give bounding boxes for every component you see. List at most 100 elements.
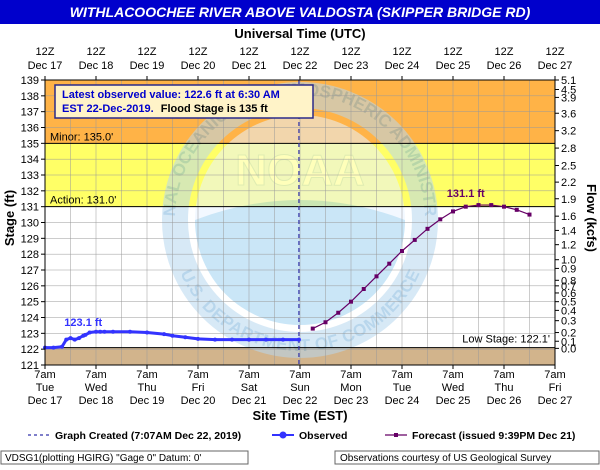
forecast-point (514, 207, 519, 212)
top-tick-label: 12Z (546, 46, 565, 58)
bottom-tick-time: 7am (289, 369, 310, 381)
y-tick-label: 137 (21, 107, 39, 119)
bottom-tick-date: Dec 22 (283, 395, 318, 407)
forecast-point (323, 320, 328, 325)
top-tick-date: Dec 25 (436, 60, 471, 72)
info-box-flood-stage: Flood Stage is 135 ft (161, 103, 268, 115)
forecast-point (438, 217, 443, 222)
observed-point (264, 337, 268, 342)
bottom-tick-date: Dec 27 (538, 395, 573, 407)
y2-tick-label: 2.8 (561, 143, 576, 155)
bottom-tick-day: Thu (138, 382, 157, 394)
bottom-tick-time: 7am (238, 369, 259, 381)
observed-point (145, 330, 149, 335)
y-tick-label: 134 (21, 154, 39, 166)
y2-axis-label: Flow (kcfs) (584, 184, 599, 252)
observed-point (98, 329, 103, 334)
observed-point (170, 333, 175, 338)
bottom-tick-date: Dec 20 (181, 395, 216, 407)
y-tick-label: 131 (21, 202, 39, 214)
y-tick-label: 124 (21, 313, 39, 325)
observed-point (60, 344, 64, 349)
observed-point (94, 329, 98, 334)
top-tick-date: Dec 24 (385, 60, 420, 72)
observed-point (68, 336, 73, 341)
bottom-tick-time: 7am (85, 369, 106, 381)
y2-tick-label: 0.7 (561, 281, 576, 293)
bottom-tick-time: 7am (493, 369, 514, 381)
y-tick-label: 122 (21, 344, 39, 356)
bottom-tick-time: 7am (136, 369, 157, 381)
bottom-tick-day: Sun (290, 382, 310, 394)
y2-tick-label: 2.2 (561, 177, 576, 189)
forecast-point (463, 204, 468, 209)
bottom-tick-day: Wed (85, 382, 107, 394)
y-tick-label: 121 (21, 360, 39, 372)
bottom-tick-time: 7am (544, 369, 565, 381)
y-tick-label: 139 (21, 75, 39, 87)
top-tick-date: Dec 17 (28, 60, 63, 72)
plot-area: NATIONAL OCEANIC AND ATMOSPHERIC ADMINIS… (0, 0, 556, 366)
y2-tick-label: 0.3 (561, 316, 576, 328)
forecast-point (412, 237, 417, 242)
observed-point (162, 332, 166, 337)
forecast-point (527, 212, 532, 217)
top-tick-label: 12Z (444, 46, 463, 58)
y2-tick-label: 2.5 (561, 161, 576, 173)
bottom-tick-day: Sat (241, 382, 258, 394)
y2-tick-label: 4.5 (561, 85, 576, 97)
legend-label-observed: Observed (299, 430, 347, 442)
y2-tick-label: 0.8 (561, 275, 576, 287)
info-box: Latest observed value: 122.6 ft at 6:30 … (54, 84, 314, 119)
y2-tick-label: 3.2 (561, 126, 576, 138)
bottom-tick-day: Fri (192, 382, 205, 394)
threshold-label-0: Minor: 135.0' (50, 131, 113, 143)
bottom-tick-date: Dec 23 (334, 395, 369, 407)
y-tick-label: 123 (21, 328, 39, 340)
y-tick-label: 126 (21, 281, 39, 293)
bottom-tick-date: Dec 24 (385, 395, 420, 407)
y2-tick-label: 0.6 (561, 288, 576, 300)
top-tick-date: Dec 21 (232, 60, 267, 72)
y2-tick-label: 0.1 (561, 336, 576, 348)
forecast-point (476, 203, 481, 208)
forecast-point (451, 209, 455, 214)
observed-point (183, 335, 188, 340)
footer-right-box (334, 450, 600, 465)
legend-label-dashed: Graph Created (7:07AM Dec 22, 2019) (55, 430, 241, 442)
observed-label: 123.1 ft (64, 317, 102, 329)
top-tick-label: 12Z (342, 46, 361, 58)
top-tick-date: Dec 19 (130, 60, 165, 72)
y-tick-label: 135 (21, 138, 39, 150)
y2-tick-label: 0.5 (561, 297, 576, 309)
bottom-tick-time: 7am (442, 369, 463, 381)
top-tick-date: Dec 23 (334, 60, 369, 72)
bottom-tick-date: Dec 26 (487, 395, 522, 407)
bottom-tick-date: Dec 21 (232, 395, 267, 407)
forecast-point (425, 226, 430, 231)
y2-tick-label: 5.1 (561, 75, 576, 87)
info-box-line2: EST 22-Dec-2019. (62, 103, 154, 115)
bottom-tick-date: Dec 18 (79, 395, 114, 407)
top-tick-label: 12Z (495, 46, 514, 58)
forecast-point (310, 326, 315, 331)
y-axis-label: Stage (ft) (2, 190, 17, 246)
bottom-tick-date: Dec 17 (28, 395, 63, 407)
y-tick-label: 125 (21, 297, 39, 309)
top-tick-label: 12Z (291, 46, 310, 58)
forecast-point (374, 274, 379, 279)
bottom-tick-time: 7am (391, 369, 412, 381)
y2-tick-label: 1.2 (561, 240, 576, 252)
y2-tick-label: 1.6 (561, 211, 576, 223)
legend-label-forecast: Forecast (issued 9:39PM Dec 21) (412, 430, 575, 442)
observed-point (128, 329, 132, 334)
y-tick-label: 128 (21, 249, 39, 261)
top-tick-date: Dec 18 (79, 60, 114, 72)
bottom-tick-day: Thu (495, 382, 514, 394)
y2-tick-label: 3.9 (561, 92, 576, 104)
y-tick-label: 133 (21, 170, 39, 182)
observed-point (196, 336, 200, 341)
top-tick-label: 12Z (138, 46, 157, 58)
observed-point (230, 337, 234, 342)
top-tick-date: Dec 22 (283, 60, 318, 72)
